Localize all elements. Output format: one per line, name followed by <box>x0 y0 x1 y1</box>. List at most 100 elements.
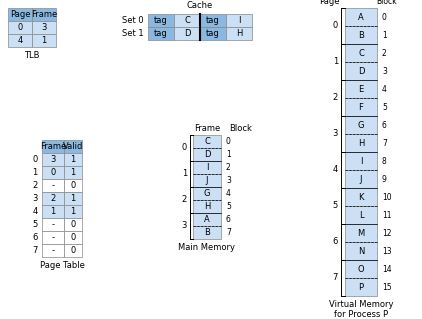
Text: 0: 0 <box>70 181 76 190</box>
Text: 4: 4 <box>333 166 338 174</box>
Text: 2: 2 <box>50 194 56 203</box>
Bar <box>193 148 221 161</box>
Text: 1: 1 <box>70 194 76 203</box>
Bar <box>193 213 221 226</box>
Bar <box>200 27 226 40</box>
Bar <box>32 21 56 34</box>
Text: tag: tag <box>154 16 168 25</box>
Text: tag: tag <box>206 16 220 25</box>
Bar <box>64 192 82 205</box>
Bar <box>345 62 377 80</box>
Text: 1: 1 <box>382 31 387 40</box>
Text: Block: Block <box>377 0 397 6</box>
Text: 5: 5 <box>226 202 231 211</box>
Text: A: A <box>358 12 364 21</box>
Text: C: C <box>358 48 364 57</box>
Bar <box>193 187 221 200</box>
Text: 3: 3 <box>226 176 231 185</box>
Bar <box>193 161 221 174</box>
Text: 7: 7 <box>382 138 387 147</box>
Bar <box>193 200 221 213</box>
Text: 1: 1 <box>32 168 38 177</box>
Text: A: A <box>204 215 210 224</box>
Bar <box>345 224 377 242</box>
Bar <box>174 27 200 40</box>
Bar <box>345 206 377 224</box>
Text: Valid: Valid <box>63 142 83 151</box>
Text: 0: 0 <box>70 246 76 255</box>
Text: 3: 3 <box>382 66 387 76</box>
Text: tag: tag <box>206 29 220 38</box>
Bar <box>42 179 64 192</box>
Text: 0: 0 <box>382 12 387 21</box>
Text: 3: 3 <box>50 155 56 164</box>
Text: 0: 0 <box>32 155 38 164</box>
Bar <box>42 205 64 218</box>
Text: 7: 7 <box>32 246 38 255</box>
Text: Main Memory: Main Memory <box>179 243 235 252</box>
Text: C: C <box>204 137 210 146</box>
Text: 0: 0 <box>70 233 76 242</box>
Text: Set 0: Set 0 <box>122 16 144 25</box>
Text: 13: 13 <box>382 247 392 256</box>
Text: 6: 6 <box>382 121 387 130</box>
Text: 12: 12 <box>382 228 392 238</box>
Text: N: N <box>358 247 364 256</box>
Text: 6: 6 <box>32 233 38 242</box>
Text: I: I <box>238 16 240 25</box>
Bar <box>42 218 64 231</box>
Text: E: E <box>358 85 364 93</box>
Text: 1: 1 <box>41 36 46 45</box>
Text: Frame: Frame <box>31 10 57 19</box>
Bar <box>345 134 377 152</box>
Bar <box>345 44 377 62</box>
Text: P: P <box>358 283 364 292</box>
Text: B: B <box>204 228 210 237</box>
Text: G: G <box>204 189 210 198</box>
Text: 6: 6 <box>333 238 338 247</box>
Text: B: B <box>358 31 364 40</box>
Text: 10: 10 <box>382 192 392 202</box>
Text: -: - <box>51 220 54 229</box>
Bar <box>42 244 64 257</box>
Bar <box>345 278 377 296</box>
Bar <box>42 231 64 244</box>
Text: Page Table: Page Table <box>40 261 84 270</box>
Text: 8: 8 <box>382 157 387 166</box>
Text: M: M <box>357 228 365 238</box>
Bar <box>42 192 64 205</box>
Text: -: - <box>51 181 54 190</box>
Text: 1: 1 <box>182 169 187 179</box>
Text: TLB: TLB <box>24 51 40 60</box>
Text: 1: 1 <box>333 57 338 66</box>
Text: 4: 4 <box>382 85 387 93</box>
Text: 4: 4 <box>226 189 231 198</box>
Text: C: C <box>184 16 190 25</box>
Text: 1: 1 <box>70 168 76 177</box>
Text: 3: 3 <box>333 130 338 138</box>
Bar <box>42 140 64 153</box>
Text: 6: 6 <box>226 215 231 224</box>
Text: Set 1: Set 1 <box>122 29 144 38</box>
Text: J: J <box>206 176 208 185</box>
Bar <box>64 153 82 166</box>
Text: L: L <box>359 211 363 219</box>
Text: -: - <box>51 233 54 242</box>
Text: 4: 4 <box>32 207 38 216</box>
Text: 0: 0 <box>182 144 187 152</box>
Text: Frame: Frame <box>194 124 220 133</box>
Bar <box>226 14 252 27</box>
Text: 0: 0 <box>333 21 338 31</box>
Text: Block: Block <box>230 124 252 133</box>
Bar <box>174 14 200 27</box>
Text: 5: 5 <box>382 102 387 112</box>
Text: 1: 1 <box>226 150 231 159</box>
Bar <box>193 174 221 187</box>
Bar <box>345 98 377 116</box>
Bar <box>345 170 377 188</box>
Bar <box>345 242 377 260</box>
Bar <box>64 244 82 257</box>
Text: H: H <box>358 138 364 147</box>
Bar <box>64 231 82 244</box>
Text: 9: 9 <box>382 174 387 183</box>
